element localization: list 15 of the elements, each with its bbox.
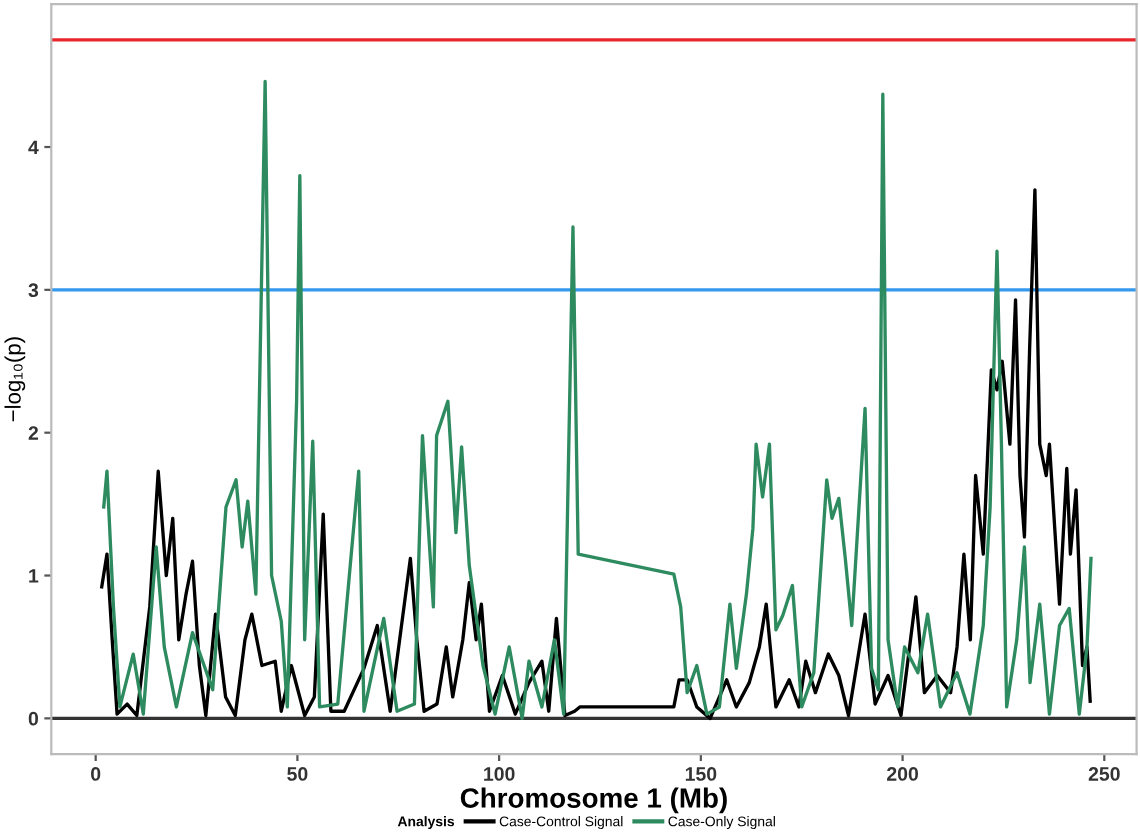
line-series	[102, 79, 1093, 721]
line-series	[100, 188, 1092, 721]
y-tick-label: 2	[28, 426, 39, 440]
y-tick-label: 4	[28, 140, 39, 155]
x-tick-label: 0	[91, 767, 101, 781]
x-tick-label: 150	[685, 767, 717, 781]
x-tick-label: 250	[1088, 767, 1120, 781]
y-tick-label: 0	[28, 711, 38, 726]
x-tick-label: 200	[887, 767, 918, 781]
x-tick-label: 50	[287, 767, 308, 781]
y-axis-title: −log₁₀(p)	[4, 337, 26, 422]
x-axis-title: Chromosome 1 (Mb)	[460, 787, 727, 814]
x-tick-label: 100	[484, 767, 515, 781]
y-tick-label: 3	[28, 283, 39, 298]
y-tick-label: 1	[29, 569, 39, 583]
